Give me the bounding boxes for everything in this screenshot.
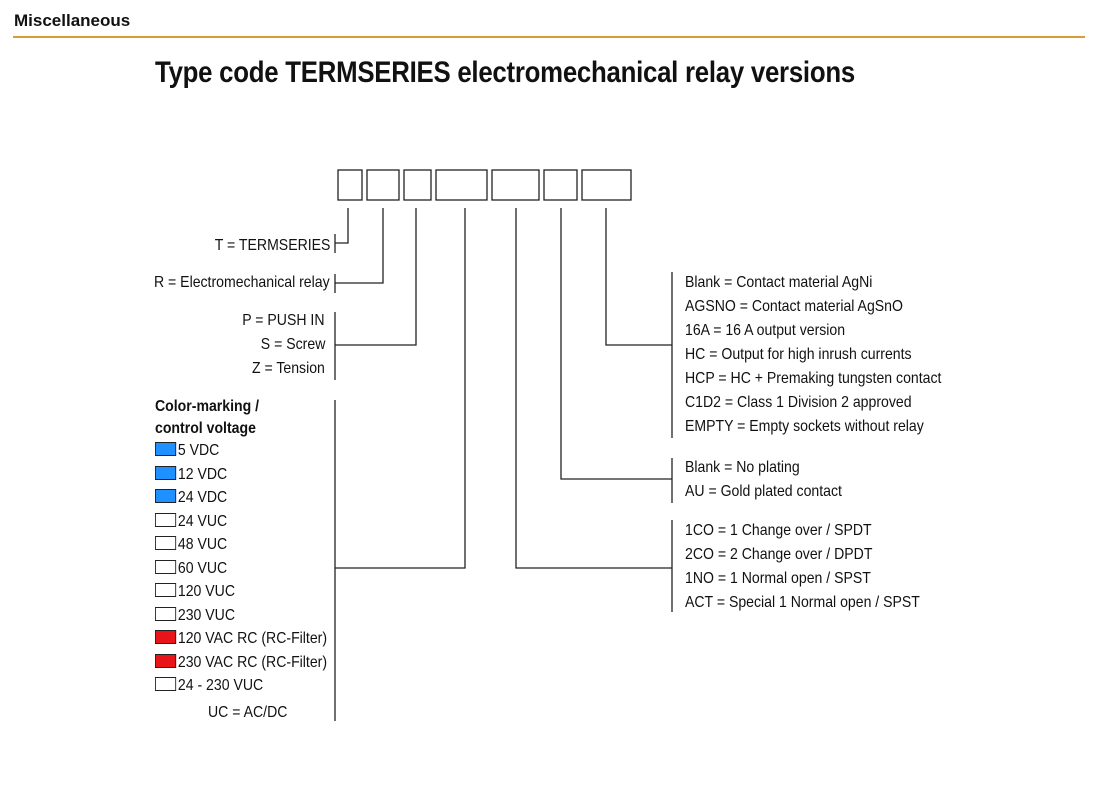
list-item: 2CO = 2 Change over / DPDT [685, 546, 873, 563]
voltage-label: 230 VAC RC (RC-Filter) [177, 653, 328, 671]
color-swatch [155, 512, 177, 527]
list-item: HCP = HC + Premaking tungsten contact [685, 370, 942, 387]
page-title: Type code TERMSERIES electromechanical r… [155, 56, 855, 89]
uc-note: UC = AC/DC [208, 704, 288, 721]
color-swatch [155, 653, 177, 668]
list-item: 16A = 16 A output version [685, 322, 846, 339]
list-item: AU = Gold plated contact [685, 483, 842, 500]
voltage-label: 24 - 230 VUC [177, 677, 264, 694]
connector-lines [334, 208, 673, 721]
list-item: Blank = Contact material AgNi [685, 274, 873, 291]
color-swatch [155, 583, 177, 597]
voltage-label: 12 VDC [177, 465, 228, 483]
color-swatch [155, 606, 177, 621]
color-swatch [155, 465, 177, 480]
color-swatch [155, 677, 177, 691]
voltage-label: 5 VDC [177, 442, 220, 459]
list-item: AGSNO = Contact material AgSnO [685, 298, 903, 315]
list-item: C1D2 = Class 1 Division 2 approved [685, 394, 912, 411]
voltage-label: 120 VUC [177, 583, 236, 600]
voltage-item: 120 VAC RC (RC-Filter) [155, 627, 327, 651]
voltage-item: 24 VUC [155, 510, 327, 534]
voltage-label: 48 VUC [177, 536, 228, 553]
connection-s: S = Screw [260, 336, 325, 353]
series-label: T = TERMSERIES [214, 237, 330, 254]
list-item: HC = Output for high inrush currents [685, 346, 912, 363]
voltage-label: 120 VAC RC (RC-Filter) [177, 630, 328, 647]
voltage-item: 48 VUC [155, 533, 327, 557]
code-boxes [337, 169, 632, 201]
voltage-label: 60 VUC [177, 559, 228, 577]
voltage-item: 24 VDC [155, 486, 327, 510]
voltage-item: 60 VUC [155, 557, 327, 581]
voltage-label: 24 VDC [177, 489, 228, 506]
list-item: 1NO = 1 Normal open / SPST [685, 570, 871, 587]
voltage-label: 24 VUC [177, 512, 228, 530]
voltage-heading: Color-marking / control voltage [155, 398, 260, 437]
color-swatch [155, 489, 177, 503]
contact-material-list: Blank = Contact material AgNi AGSNO = Con… [685, 271, 941, 439]
connection-z: Z = Tension [252, 360, 325, 377]
voltage-item: 24 - 230 VUC [155, 674, 327, 698]
section-header: Miscellaneous [14, 11, 131, 30]
list-item: ACT = Special 1 Normal open / SPST [685, 594, 920, 611]
list-item: Blank = No plating [685, 459, 800, 476]
contacts-list: 1CO = 1 Change over / SPDT 2CO = 2 Change… [685, 519, 920, 615]
voltage-item: 230 VUC [155, 604, 327, 628]
voltage-item: 230 VAC RC (RC-Filter) [155, 651, 327, 675]
color-swatch [155, 630, 177, 644]
voltage-list: 5 VDC 12 VDC 24 VDC 24 VUC 48 VUC 60 VUC 120 V… [155, 439, 327, 698]
voltage-item: 120 VUC [155, 580, 327, 604]
voltage-item: 12 VDC [155, 463, 327, 487]
type-label: R = Electromechanical relay [154, 274, 330, 291]
plating-list: Blank = No plating AU = Gold plated conta… [685, 456, 842, 504]
list-item: 1CO = 1 Change over / SPDT [685, 522, 872, 539]
voltage-label: 230 VUC [177, 606, 236, 624]
header-divider [13, 36, 1085, 38]
color-swatch [155, 536, 177, 550]
voltage-item: 5 VDC [155, 439, 327, 463]
color-swatch [155, 442, 177, 456]
list-item: EMPTY = Empty sockets without relay [685, 418, 924, 435]
color-swatch [155, 559, 177, 574]
connection-p: P = PUSH IN [242, 312, 325, 329]
